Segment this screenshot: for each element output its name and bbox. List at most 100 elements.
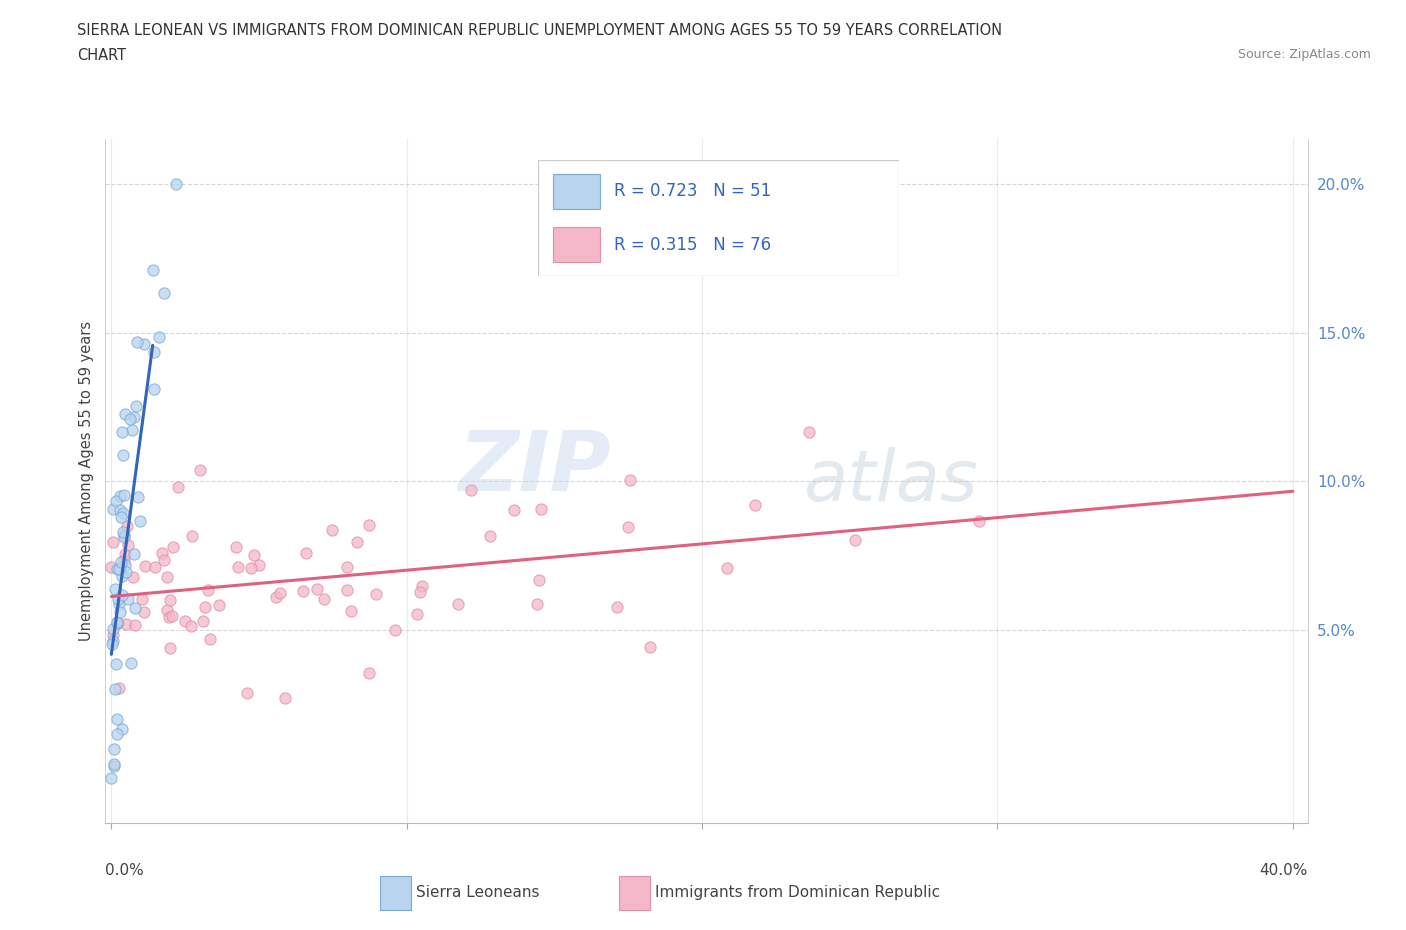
- Point: [157, 609, 180, 624]
- Text: SIERRA LEONEAN VS IMMIGRANTS FROM DOMINICAN REPUBLIC UNEMPLOYMENT AMONG AGES 55 : SIERRA LEONEAN VS IMMIGRANTS FROM DOMINI…: [77, 23, 1002, 38]
- Point: [122, 409, 145, 424]
- Point: [844, 532, 866, 547]
- Point: [530, 501, 553, 516]
- Point: [101, 622, 124, 637]
- Point: [264, 590, 287, 604]
- Point: [197, 582, 219, 597]
- Point: [312, 592, 335, 607]
- Point: [110, 555, 132, 570]
- Text: Sierra Leoneans: Sierra Leoneans: [416, 885, 540, 900]
- Point: [142, 344, 165, 359]
- Point: [181, 528, 204, 543]
- Point: [153, 552, 176, 567]
- Point: [103, 756, 125, 771]
- Point: [162, 539, 184, 554]
- Point: [247, 557, 270, 572]
- Point: [124, 618, 146, 632]
- Point: [121, 422, 143, 437]
- Point: [112, 527, 135, 542]
- Point: [336, 560, 359, 575]
- Point: [110, 510, 132, 525]
- Point: [208, 597, 231, 612]
- Point: [134, 559, 156, 574]
- Point: [526, 596, 548, 611]
- Text: Immigrants from Dominican Republic: Immigrants from Dominican Republic: [655, 885, 941, 900]
- Point: [120, 656, 142, 671]
- Point: [120, 412, 142, 427]
- Point: [478, 529, 501, 544]
- Point: [127, 489, 149, 504]
- Point: [105, 726, 128, 741]
- Point: [159, 592, 181, 607]
- Point: [142, 381, 165, 396]
- Point: [103, 759, 125, 774]
- Point: [103, 628, 125, 643]
- Point: [148, 329, 170, 344]
- Point: [115, 617, 138, 631]
- Point: [243, 547, 266, 562]
- Point: [384, 623, 406, 638]
- Point: [194, 600, 217, 615]
- Point: [529, 573, 551, 588]
- Point: [294, 546, 316, 561]
- Point: [104, 581, 127, 596]
- Point: [411, 578, 433, 593]
- Point: [108, 604, 131, 619]
- Point: [292, 584, 315, 599]
- Point: [114, 406, 136, 421]
- Point: [121, 570, 143, 585]
- Point: [156, 570, 179, 585]
- Point: [103, 741, 125, 756]
- Point: [160, 609, 183, 624]
- Point: [744, 498, 766, 512]
- Point: [117, 538, 139, 552]
- Point: [188, 462, 211, 477]
- Point: [111, 587, 134, 602]
- Text: CHART: CHART: [77, 48, 127, 63]
- Point: [340, 604, 363, 618]
- Point: [122, 547, 145, 562]
- Text: atlas: atlas: [803, 446, 977, 516]
- Point: [321, 523, 343, 538]
- Point: [112, 552, 135, 567]
- Point: [967, 513, 990, 528]
- Point: [125, 398, 148, 413]
- Point: [156, 603, 179, 618]
- Point: [180, 618, 202, 633]
- Point: [269, 585, 291, 600]
- Point: [150, 545, 173, 560]
- Point: [101, 636, 124, 651]
- Point: [460, 482, 482, 497]
- Point: [153, 286, 176, 300]
- Point: [101, 501, 124, 516]
- Point: [101, 634, 124, 649]
- Point: [173, 614, 195, 629]
- Point: [117, 591, 139, 606]
- Point: [105, 711, 128, 726]
- Point: [716, 561, 738, 576]
- Point: [357, 665, 380, 680]
- Point: [619, 472, 641, 487]
- Point: [142, 262, 165, 277]
- Point: [115, 519, 138, 534]
- Point: [357, 517, 380, 532]
- Point: [346, 535, 368, 550]
- Point: [239, 561, 262, 576]
- Point: [129, 514, 152, 529]
- Point: [127, 335, 149, 350]
- Text: 40.0%: 40.0%: [1260, 863, 1308, 878]
- Point: [364, 586, 387, 601]
- Point: [131, 591, 153, 606]
- Point: [797, 424, 820, 439]
- Point: [100, 771, 122, 786]
- Point: [111, 424, 134, 439]
- Point: [638, 640, 661, 655]
- Point: [114, 547, 136, 562]
- Point: [198, 631, 221, 646]
- Point: [111, 568, 134, 583]
- Point: [132, 605, 155, 620]
- Point: [305, 581, 328, 596]
- Point: [225, 539, 247, 554]
- Point: [108, 597, 131, 612]
- Point: [409, 585, 432, 600]
